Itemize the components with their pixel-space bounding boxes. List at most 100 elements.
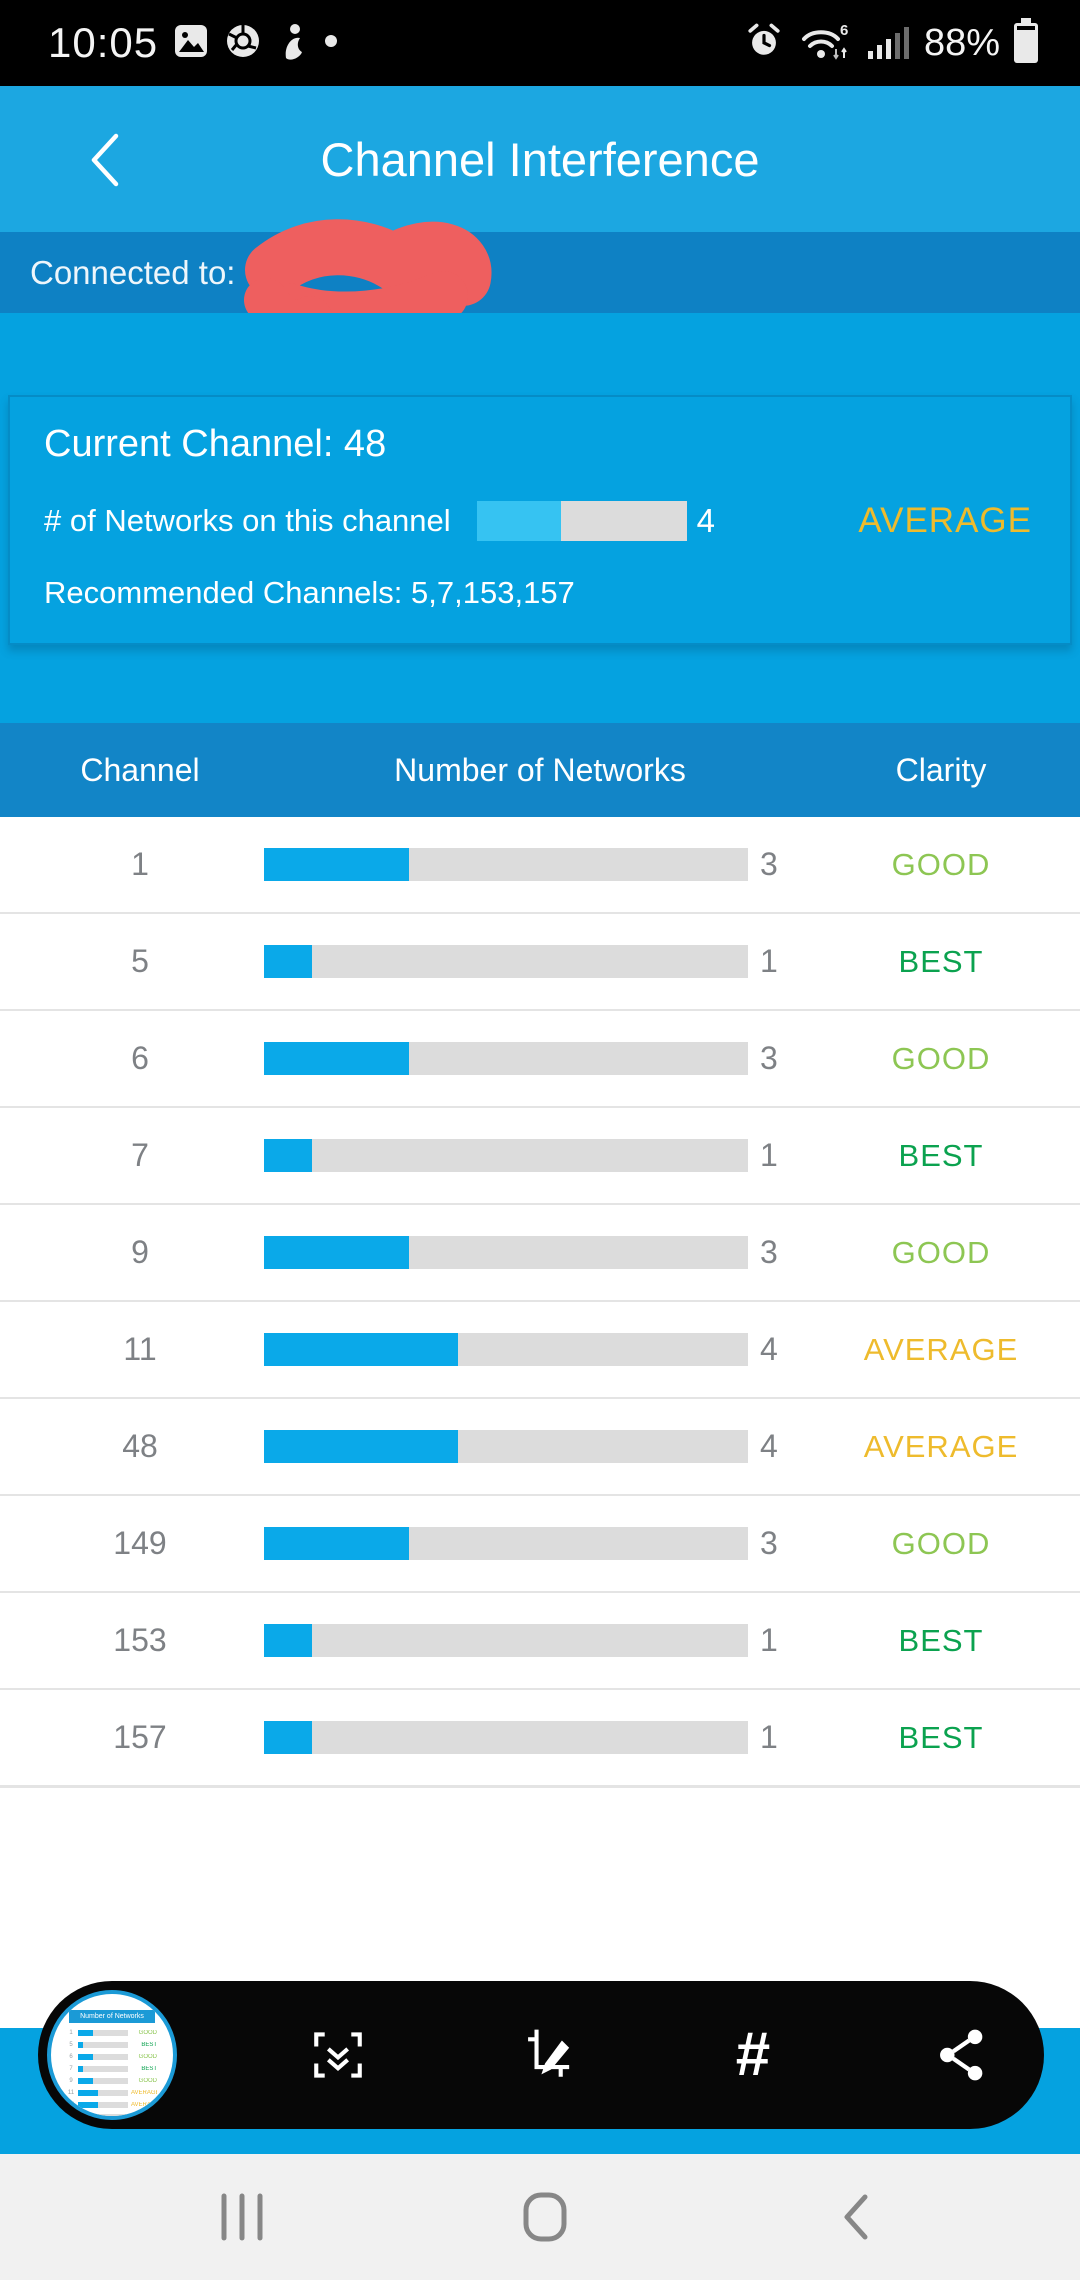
row-networks-bar <box>264 1042 748 1075</box>
profile-icon <box>276 22 310 65</box>
nav-back-button[interactable] <box>815 2188 895 2246</box>
gallery-icon <box>172 22 210 65</box>
row-networks-count: 3 <box>760 1234 778 1270</box>
row-networks-count: 4 <box>760 1331 778 1367</box>
row-channel: 6 <box>131 1040 149 1076</box>
column-header-channel: Channel <box>80 751 200 788</box>
row-channel: 11 <box>123 1331 157 1367</box>
table-row: 149 3 GOOD <box>0 1496 1080 1593</box>
row-networks-bar-fill <box>264 1721 313 1754</box>
thumbnail-mini-row: 9 GOOD <box>69 2078 157 2084</box>
home-button[interactable] <box>505 2188 585 2246</box>
row-channel: 149 <box>113 1525 167 1561</box>
row-networks-bar <box>264 1527 748 1560</box>
current-channel-card: Current Channel: 48 # of Networks on thi… <box>8 395 1072 645</box>
row-networks-count: 3 <box>760 1525 778 1561</box>
connected-label: Connected to: <box>30 253 236 291</box>
thumbnail-mini-row: 11 AVERAGE <box>67 2090 157 2096</box>
back-button[interactable] <box>82 128 130 192</box>
row-networks-bar <box>264 1624 748 1657</box>
thumbnail-mini-row: 7 BEST <box>69 2066 157 2072</box>
thumbnail-mini-row: 5 BEST <box>69 2042 157 2048</box>
scroll-capture-icon <box>314 2032 362 2078</box>
row-clarity-label: BEST <box>898 1137 984 1173</box>
row-networks-count: 1 <box>760 1137 778 1173</box>
networks-progress-fill <box>476 501 561 541</box>
row-networks-count: 1 <box>760 943 778 979</box>
chrome-icon <box>224 22 262 65</box>
table-row: 1 3 GOOD <box>0 817 1080 914</box>
tag-button[interactable]: # <box>723 2020 783 2089</box>
thumbnail-header: Number of Networks <box>69 2010 155 2023</box>
thumbnail-rows: 1 GOOD 5 BEST 6 GOOD 7 BEST 9 GOOD 11 AVERAGE 48 AVER… <box>51 2027 173 2116</box>
row-clarity-label: GOOD <box>891 1525 991 1561</box>
row-clarity-label: BEST <box>898 943 984 979</box>
current-channel-text: Current Channel: 48 <box>44 423 387 465</box>
table-row: 11 4 AVERAGE <box>0 1302 1080 1399</box>
thumbnail-mini-row: 48 AVERAGE <box>67 2102 157 2108</box>
signal-icon <box>866 19 912 68</box>
row-networks-bar <box>264 1139 748 1172</box>
row-networks-bar-fill <box>264 848 410 881</box>
row-clarity-label: GOOD <box>891 846 991 882</box>
alarm-icon <box>742 19 786 68</box>
clock-text: 10:05 <box>48 19 159 66</box>
wifi-icon: 6 <box>798 17 854 70</box>
row-networks-bar-fill <box>264 1527 410 1560</box>
nav-back-icon <box>844 2194 868 2240</box>
row-channel: 1 <box>131 846 149 882</box>
scroll-capture-button[interactable] <box>308 2025 368 2085</box>
networks-progress-bar <box>476 501 687 541</box>
connected-banner: Connected to: <box>0 219 1080 345</box>
screenshot-thumbnail[interactable]: Number of Networks 1 GOOD 5 BEST 6 GOOD 7 BEST 9… <box>47 1990 177 2120</box>
row-clarity-label: GOOD <box>891 1234 991 1270</box>
row-networks-bar-fill <box>264 1236 410 1269</box>
edit-screenshot-button[interactable] <box>515 2025 575 2085</box>
recents-button[interactable] <box>202 2188 282 2246</box>
row-clarity-label: GOOD <box>891 1040 991 1076</box>
app-header: Channel Interference <box>0 86 1080 232</box>
home-icon <box>523 2192 567 2242</box>
row-networks-count: 4 <box>760 1428 778 1464</box>
row-channel: 7 <box>131 1137 149 1173</box>
row-networks-count: 3 <box>760 1040 778 1076</box>
content-background: Current Channel: 48 # of Networks on thi… <box>0 313 1080 723</box>
thumbnail-mini-row: 1 GOOD <box>69 2030 157 2036</box>
row-networks-bar-fill <box>264 1624 313 1657</box>
row-channel: 5 <box>131 943 149 979</box>
table-row: 157 1 BEST <box>0 1690 1080 1787</box>
row-networks-bar <box>264 1236 748 1269</box>
row-networks-bar <box>264 945 748 978</box>
networks-on-channel-label: # of Networks on this channel <box>44 503 451 538</box>
recommended-channels-text: Recommended Channels: 5,7,153,157 <box>44 575 575 610</box>
share-button[interactable] <box>933 2025 993 2085</box>
svg-text:6: 6 <box>840 22 848 39</box>
table-row: 9 3 GOOD <box>0 1205 1080 1302</box>
thumbnail-mini-row: 6 GOOD <box>69 2054 157 2060</box>
back-chevron-icon <box>91 133 119 187</box>
channel-table-body: 1 3 GOOD 5 1 BEST 6 3 GOOD 7 1 BEST 9 <box>0 817 1080 1787</box>
row-networks-count: 1 <box>760 1622 778 1658</box>
table-row: 5 1 BEST <box>0 914 1080 1011</box>
row-networks-bar-fill <box>264 1333 458 1366</box>
row-networks-count: 1 <box>760 1719 778 1755</box>
notification-dot <box>324 34 338 53</box>
status-bar: 10:05 6 88% <box>0 0 1080 86</box>
row-networks-bar-fill <box>264 1139 313 1172</box>
row-channel: 9 <box>131 1234 149 1270</box>
recents-icon <box>221 2193 263 2241</box>
row-networks-count: 3 <box>760 846 778 882</box>
row-networks-bar <box>264 1333 748 1366</box>
table-header: Channel Number of Networks Clarity <box>0 723 1080 817</box>
row-networks-bar <box>264 1721 748 1754</box>
row-channel: 153 <box>113 1622 167 1658</box>
row-clarity-label: BEST <box>898 1719 984 1755</box>
table-row: 153 1 BEST <box>0 1593 1080 1690</box>
row-clarity-label: AVERAGE <box>863 1331 1019 1367</box>
edit-icon <box>528 2029 570 2077</box>
row-networks-bar-fill <box>264 1042 410 1075</box>
row-clarity-label: AVERAGE <box>863 1428 1019 1464</box>
tag-icon: # <box>735 2020 771 2089</box>
networks-count: 4 <box>696 502 716 539</box>
